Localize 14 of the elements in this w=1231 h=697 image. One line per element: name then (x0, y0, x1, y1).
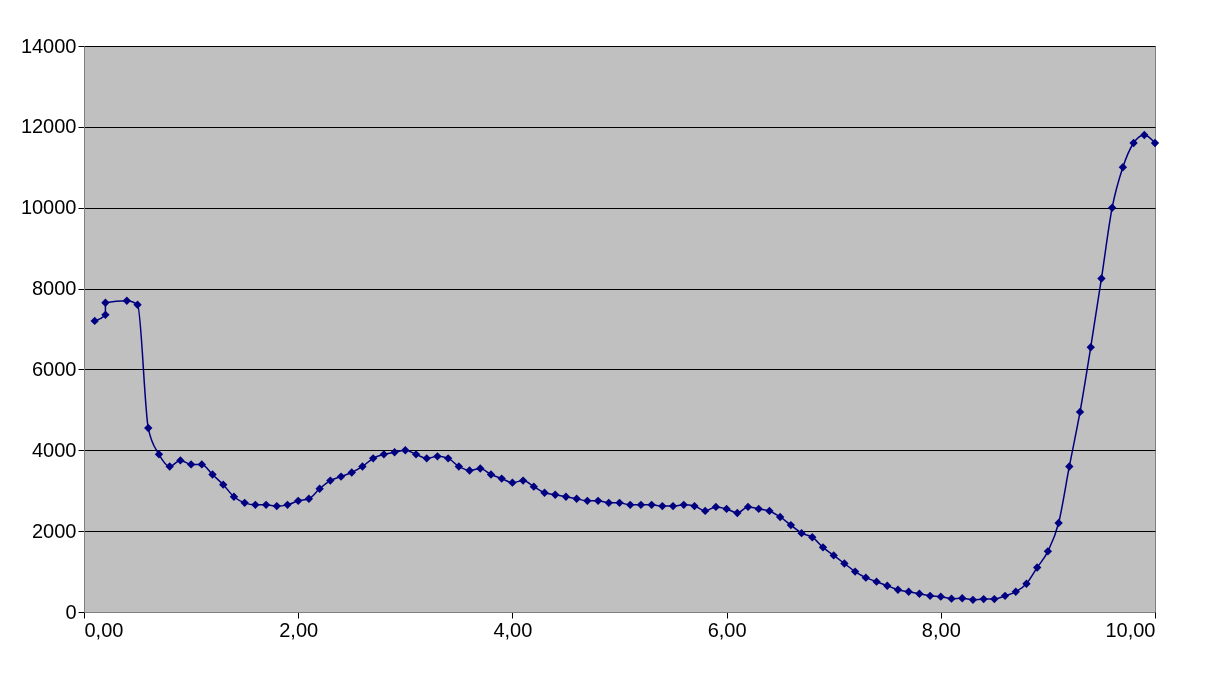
y-tick-label: 14000 (20, 34, 77, 57)
y-tick-label: 4000 (32, 438, 77, 461)
x-tick-label: 0,00 (84, 618, 124, 641)
y-tick-label: 8000 (32, 277, 77, 300)
x-tick-label: 4,00 (493, 618, 533, 641)
x-tick-label: 10,00 (1105, 618, 1156, 641)
y-tick-label: 10000 (20, 196, 77, 219)
y-tick-label: 0 (65, 600, 77, 623)
y-tick-label: 12000 (20, 115, 77, 138)
y-tick-label: 6000 (32, 357, 77, 380)
x-tick-label: 6,00 (707, 618, 747, 641)
x-tick-label: 8,00 (921, 618, 961, 641)
x-tick-label: 2,00 (279, 618, 319, 641)
y-tick-label: 2000 (32, 519, 77, 542)
